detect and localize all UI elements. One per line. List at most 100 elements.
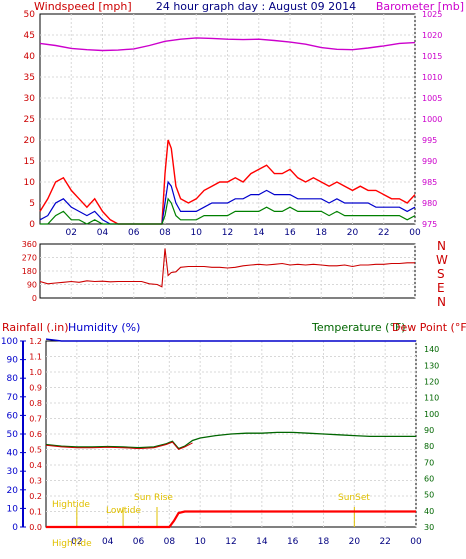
humidity-y-tick-label: 20 bbox=[7, 486, 19, 496]
barometer-axis-title: Barometer [mb] bbox=[376, 0, 464, 13]
temperature-y-tick-label: 80 bbox=[424, 442, 434, 451]
dir-letter-w: W bbox=[436, 253, 448, 267]
wind-low-line bbox=[40, 197, 416, 225]
rain-y-tick-label: 0.4 bbox=[29, 461, 42, 470]
rain-y-tick-label: 1.0 bbox=[29, 368, 42, 377]
wind-y-tick-label: 35 bbox=[24, 73, 35, 83]
temperature-y-tick-label: 60 bbox=[424, 474, 434, 483]
rain-y-tick-label: 0.7 bbox=[29, 415, 42, 424]
wind-x-tick-label: 02 bbox=[66, 228, 77, 238]
barometer-y-tick-label: 985 bbox=[422, 178, 437, 187]
wind-y-tick-label: 10 bbox=[24, 178, 36, 188]
rain-y-tick-label: 0.1 bbox=[29, 508, 42, 517]
rain-y-tick-label: 0.5 bbox=[29, 446, 42, 455]
humidity-y-tick-label: 30 bbox=[7, 467, 19, 477]
climate-x-tick-label: 06 bbox=[133, 537, 145, 547]
wind-x-tick-label: 14 bbox=[253, 228, 265, 238]
temperature-y-tick-label: 90 bbox=[424, 426, 434, 435]
hightide-annotation: Hightide bbox=[52, 500, 90, 510]
barometer-y-tick-label: 1025 bbox=[422, 10, 442, 19]
wind-gust-line bbox=[39, 139, 416, 225]
humidity-y-tick-label: 80 bbox=[7, 374, 19, 384]
dir-letter-s: S bbox=[437, 267, 445, 281]
wind-direction-line bbox=[39, 248, 415, 288]
temperature-y-tick-label: 50 bbox=[424, 491, 434, 500]
dir-letter-e: E bbox=[437, 281, 445, 295]
rain-y-tick-label: 0.2 bbox=[29, 492, 42, 501]
humidity-y-tick-label: 40 bbox=[7, 449, 19, 459]
rain-y-tick-label: 1.1 bbox=[29, 353, 42, 362]
barometer-y-tick-label: 1000 bbox=[422, 115, 442, 124]
dir-letter-n-bottom: N bbox=[437, 295, 446, 309]
rainfall-line bbox=[46, 510, 416, 529]
temperature-y-tick-label: 100 bbox=[424, 410, 439, 419]
humidity-line bbox=[45, 338, 416, 342]
humidity-y-tick-label: 50 bbox=[7, 430, 19, 440]
wind-y-tick-label: 50 bbox=[24, 10, 36, 20]
dew-point-line bbox=[45, 441, 193, 450]
climate-x-tick-label: 10 bbox=[194, 537, 206, 547]
barometer-y-tick-label: 1010 bbox=[422, 73, 442, 82]
rain-y-tick-label: 0.0 bbox=[29, 523, 42, 532]
wind-x-tick-label: 20 bbox=[347, 228, 359, 238]
direction-y-tick-label: 180 bbox=[22, 267, 37, 276]
wind-y-tick-label: 15 bbox=[24, 157, 35, 167]
climate-x-tick-label: 04 bbox=[102, 537, 114, 547]
barometer-y-tick-label: 980 bbox=[422, 199, 437, 208]
humidity-y-tick-label: 90 bbox=[7, 356, 19, 366]
wind-x-tick-label: 22 bbox=[378, 228, 389, 238]
climate-x-tick-label: 08 bbox=[164, 537, 176, 547]
wind-x-tick-label: 10 bbox=[191, 228, 203, 238]
sunset-annotation: SunSet bbox=[338, 493, 370, 503]
climate-x-tick-label: 22 bbox=[379, 537, 390, 547]
climate-x-tick-label: 18 bbox=[318, 537, 330, 547]
climate-x-tick-label: 16 bbox=[287, 537, 299, 547]
graph-title: 24 hour graph day : August 09 2014 bbox=[156, 0, 356, 13]
direction-y-tick-label: 270 bbox=[22, 254, 37, 263]
barometer-line bbox=[39, 37, 416, 52]
temperature-label: Temperature (°F) bbox=[311, 321, 406, 334]
temperature-y-tick-label: 30 bbox=[424, 523, 434, 532]
lowtide-annotation: Lowtide bbox=[106, 506, 141, 516]
temperature-y-tick-label: 130 bbox=[424, 361, 439, 370]
humidity-y-tick-label: 10 bbox=[7, 504, 19, 514]
humidity-y-tick-label: 0 bbox=[12, 523, 18, 533]
barometer-y-tick-label: 1020 bbox=[422, 31, 442, 40]
barometer-y-tick-label: 1015 bbox=[422, 52, 442, 61]
humidity-y-tick-label: 60 bbox=[7, 411, 19, 421]
wind-x-tick-label: 12 bbox=[222, 228, 233, 238]
rain-y-tick-label: 0.9 bbox=[29, 384, 42, 393]
barometer-y-tick-label: 1005 bbox=[422, 94, 442, 103]
barometer-y-tick-label: 995 bbox=[422, 136, 437, 145]
barometer-y-tick-label: 990 bbox=[422, 157, 437, 166]
wind-x-tick-label: 18 bbox=[316, 228, 328, 238]
rainfall-label: Rainfall (.in) bbox=[2, 321, 69, 334]
humidity-y-tick-label: 100 bbox=[1, 337, 18, 347]
humidity-y-tick-label: 70 bbox=[7, 393, 19, 403]
wind-average-line bbox=[39, 180, 416, 225]
direction-y-tick-label: 0 bbox=[32, 294, 37, 303]
wind-y-tick-label: 5 bbox=[29, 199, 35, 209]
climate-x-tick-label: 20 bbox=[349, 537, 361, 547]
wind-x-tick-label: 04 bbox=[97, 228, 109, 238]
wind-y-tick-label: 45 bbox=[24, 31, 35, 41]
temperature-y-tick-label: 140 bbox=[424, 345, 439, 354]
direction-y-tick-label: 90 bbox=[27, 281, 37, 290]
temperature-y-tick-label: 40 bbox=[424, 507, 434, 516]
temperature-y-tick-label: 70 bbox=[424, 458, 434, 467]
rain-y-tick-label: 0.3 bbox=[29, 477, 42, 486]
wind-y-tick-label: 20 bbox=[24, 136, 36, 146]
direction-y-tick-label: 360 bbox=[22, 240, 37, 249]
climate-x-tick-label: 12 bbox=[225, 537, 236, 547]
temperature-y-tick-label: 110 bbox=[424, 394, 439, 403]
wind-x-tick-label: 06 bbox=[128, 228, 140, 238]
rain-y-tick-label: 1.2 bbox=[29, 337, 42, 346]
rain-y-tick-label: 0.6 bbox=[29, 430, 42, 439]
humidity-label: Humidity (%) bbox=[68, 321, 140, 334]
temperature-y-tick-label: 120 bbox=[424, 377, 439, 386]
wind-y-tick-label: 40 bbox=[24, 52, 36, 62]
axes-layer: 0510152025303540455097598098599099510001… bbox=[1, 10, 443, 547]
climate-x-tick-label: 00 bbox=[410, 537, 422, 547]
barometer-y-tick-label: 975 bbox=[422, 220, 437, 229]
